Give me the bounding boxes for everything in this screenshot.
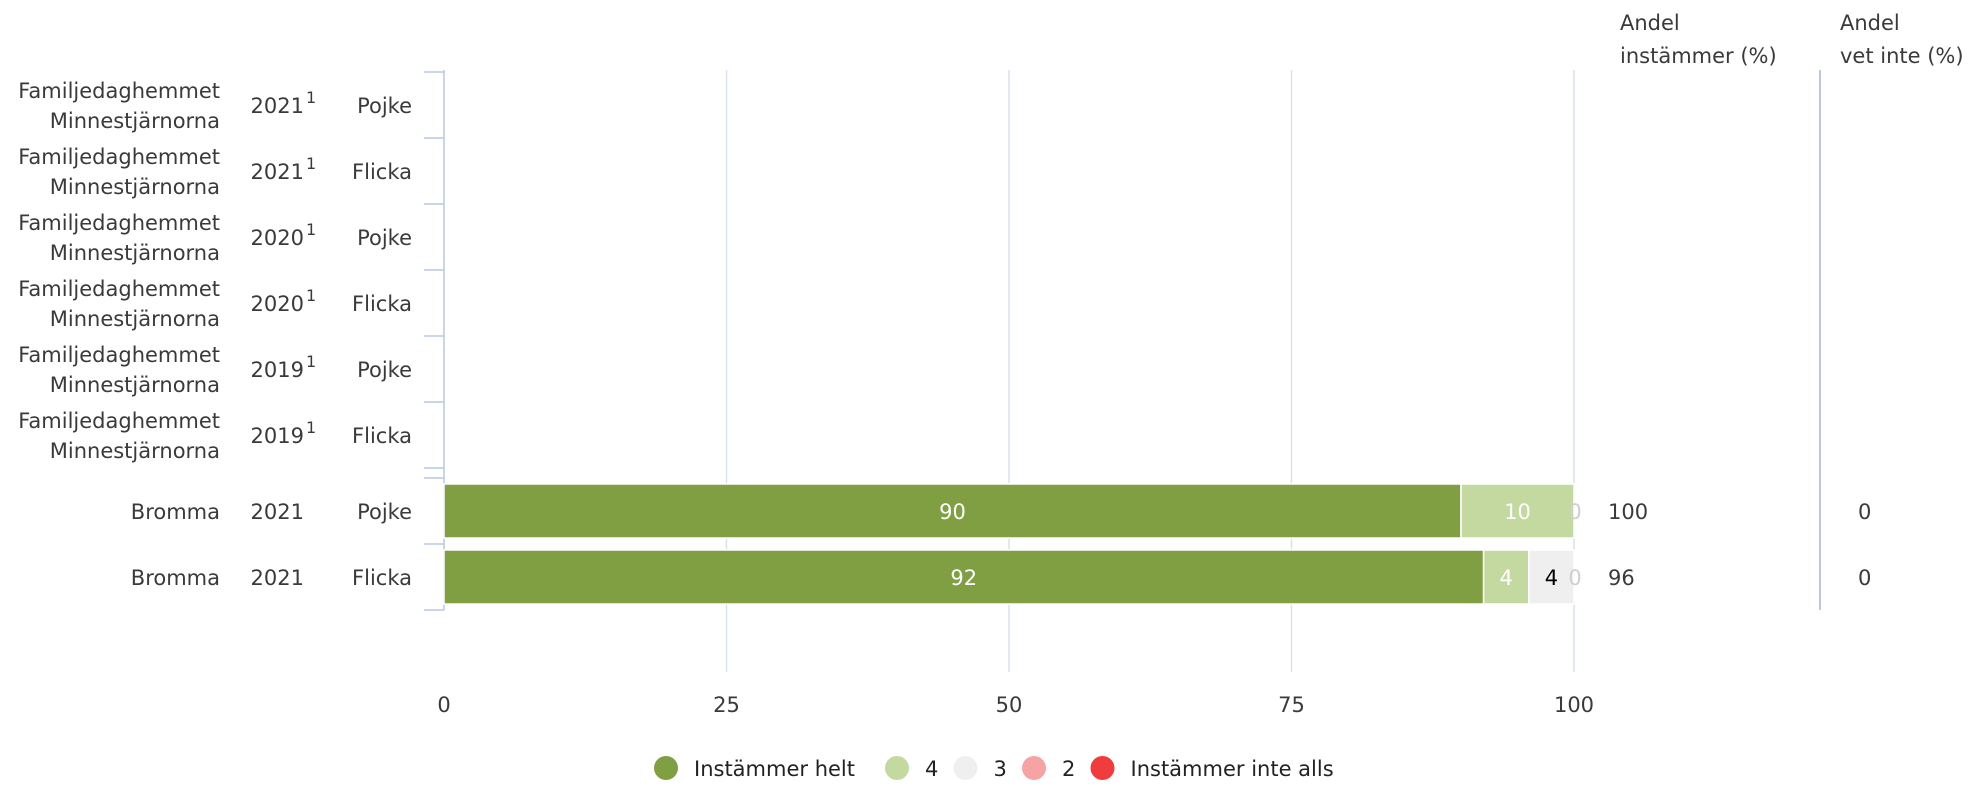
legend-label: 4 bbox=[925, 757, 938, 781]
row-gender-label: Flicka bbox=[352, 160, 412, 184]
legend-label: 2 bbox=[1062, 757, 1075, 781]
andel-instammer-header: Andel bbox=[1620, 11, 1680, 35]
x-tick-label: 75 bbox=[1278, 693, 1305, 717]
andel-instammer-value: 100 bbox=[1608, 500, 1648, 524]
row-name-label: Minnestjärnorna bbox=[50, 307, 220, 331]
row-year-label: 2021 bbox=[251, 160, 304, 184]
row-name-label: Familjedaghemmet bbox=[18, 343, 220, 367]
legend-label: Instämmer helt bbox=[694, 757, 855, 781]
row-year-label: 2019 bbox=[251, 358, 304, 382]
bar-data-label: 10 bbox=[1504, 500, 1531, 524]
andel-instammer-value: 96 bbox=[1608, 566, 1635, 590]
row-gender-label: Pojke bbox=[357, 358, 412, 382]
andel-vet-inte-header: Andel bbox=[1840, 11, 1900, 35]
row-year-label: 2020 bbox=[251, 226, 304, 250]
row-year-label: 2019 bbox=[251, 424, 304, 448]
row-gender-label: Flicka bbox=[352, 292, 412, 316]
bar-segment bbox=[443, 483, 1462, 539]
row-name-label: Minnestjärnorna bbox=[50, 439, 220, 463]
row-gender-label: Flicka bbox=[352, 566, 412, 590]
legend-marker bbox=[654, 756, 678, 780]
bar-data-label: 92 bbox=[950, 566, 977, 590]
x-tick-label: 0 bbox=[437, 693, 450, 717]
andel-vet-inte-value: 0 bbox=[1858, 566, 1871, 590]
bar-data-label: 0 bbox=[1568, 500, 1581, 524]
row-name-label: Minnestjärnorna bbox=[50, 241, 220, 265]
row-name-label: Familjedaghemmet bbox=[18, 211, 220, 235]
row-year-footnote: 1 bbox=[306, 154, 316, 173]
bar-segment bbox=[443, 549, 1485, 605]
x-tick-label: 25 bbox=[713, 693, 740, 717]
row-gender-label: Pojke bbox=[357, 94, 412, 118]
row-gender-label: Flicka bbox=[352, 424, 412, 448]
andel-vet-inte-value: 0 bbox=[1858, 500, 1871, 524]
row-year-footnote: 1 bbox=[306, 286, 316, 305]
row-year-footnote: 1 bbox=[306, 418, 316, 437]
andel-instammer-header: instämmer (%) bbox=[1620, 44, 1777, 68]
bar-data-label: 0 bbox=[1568, 566, 1581, 590]
legend-label: 3 bbox=[994, 757, 1007, 781]
row-name-label: Familjedaghemmet bbox=[18, 79, 220, 103]
row-year-label: 2021 bbox=[251, 500, 304, 524]
x-tick-label: 50 bbox=[996, 693, 1023, 717]
row-gender-label: Pojke bbox=[357, 500, 412, 524]
x-tick-label: 100 bbox=[1554, 693, 1594, 717]
bar-data-label: 90 bbox=[939, 500, 966, 524]
row-year-label: 2021 bbox=[251, 94, 304, 118]
row-name-label: Bromma bbox=[131, 566, 220, 590]
row-name-label: Minnestjärnorna bbox=[50, 175, 220, 199]
row-name-label: Bromma bbox=[131, 500, 220, 524]
row-year-label: 2021 bbox=[251, 566, 304, 590]
row-gender-label: Pojke bbox=[357, 226, 412, 250]
legend-marker bbox=[885, 756, 909, 780]
bar-segment bbox=[1460, 483, 1575, 539]
bar-data-label: 4 bbox=[1500, 566, 1513, 590]
row-name-label: Familjedaghemmet bbox=[18, 277, 220, 301]
row-year-footnote: 1 bbox=[306, 88, 316, 107]
andel-vet-inte-header: vet inte (%) bbox=[1840, 44, 1964, 68]
legend-marker bbox=[1022, 756, 1046, 780]
row-year-footnote: 1 bbox=[306, 352, 316, 371]
row-year-label: 2020 bbox=[251, 292, 304, 316]
legend-marker bbox=[953, 756, 978, 780]
row-year-footnote: 1 bbox=[306, 220, 316, 239]
legend-marker bbox=[1090, 756, 1115, 780]
bar-data-label: 4 bbox=[1545, 566, 1558, 590]
bar-segment bbox=[1528, 549, 1575, 605]
row-name-label: Minnestjärnorna bbox=[50, 109, 220, 133]
legend-label: Instämmer inte alls bbox=[1131, 757, 1334, 781]
row-name-label: Familjedaghemmet bbox=[18, 145, 220, 169]
row-name-label: Familjedaghemmet bbox=[18, 409, 220, 433]
row-name-label: Minnestjärnorna bbox=[50, 373, 220, 397]
